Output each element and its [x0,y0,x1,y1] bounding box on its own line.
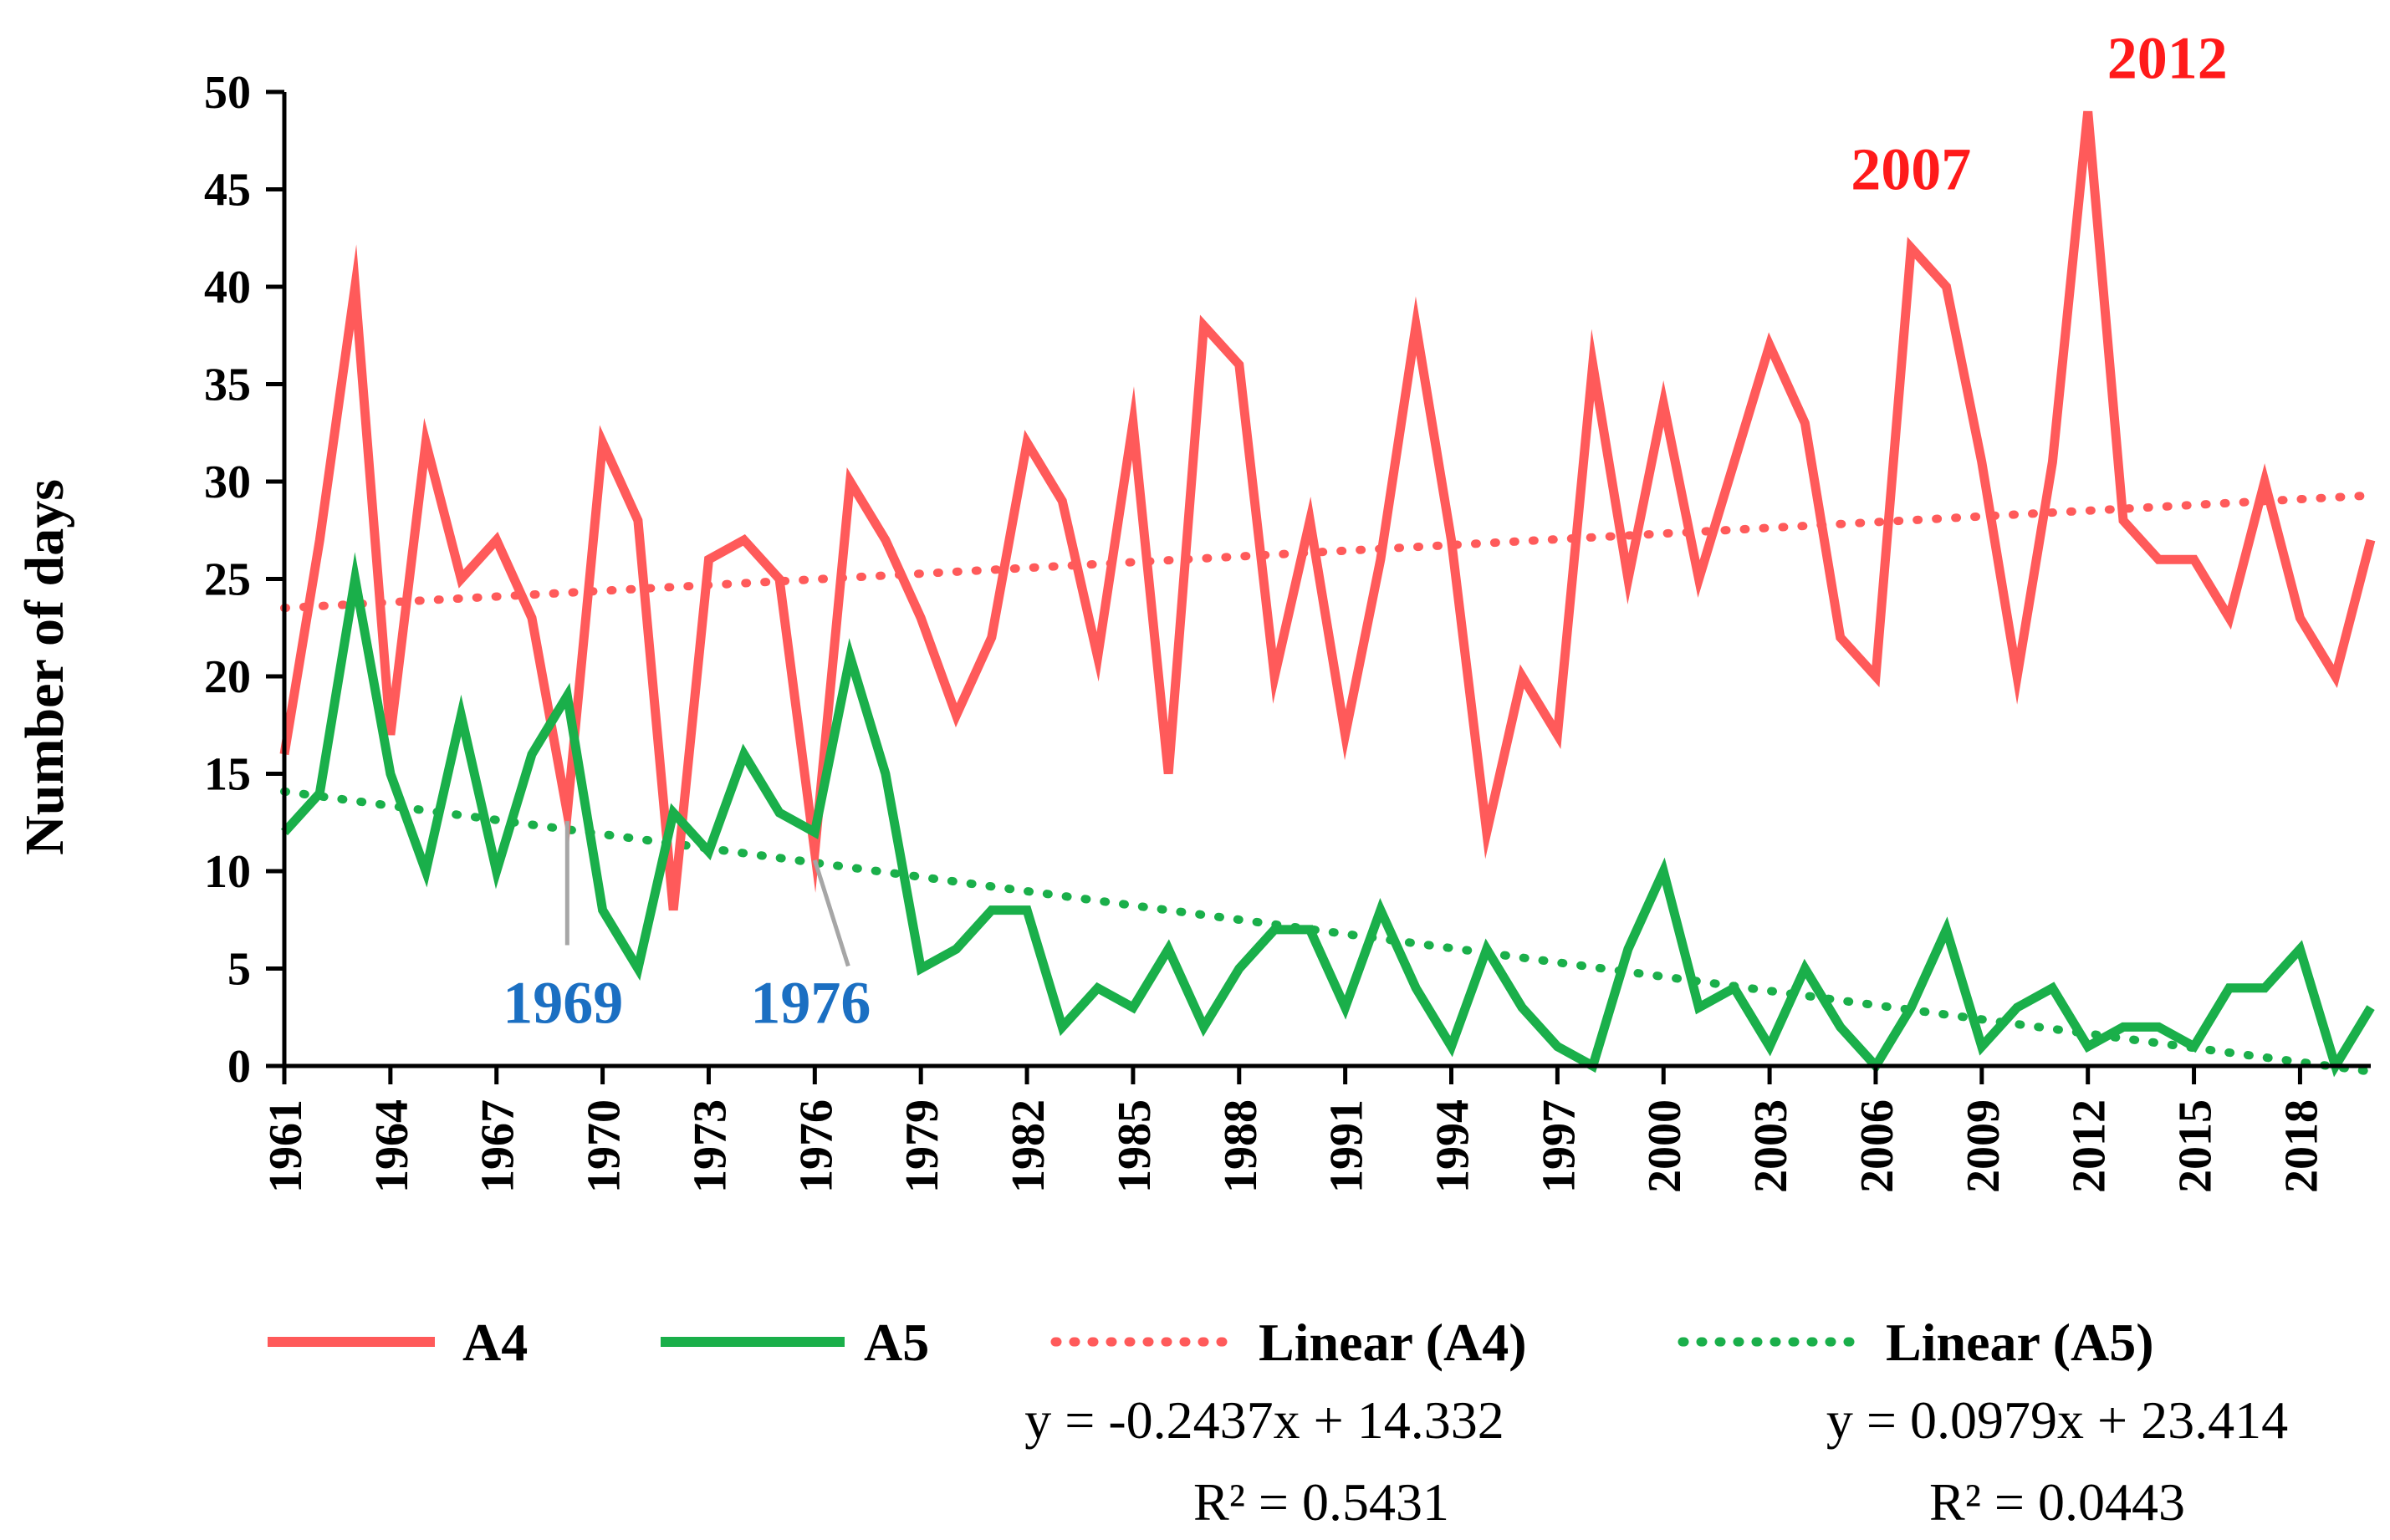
x-tick-label: 2000 [1639,1099,1691,1193]
y-tick-label: 0 [227,1041,251,1093]
series-line-a4 [279,110,2376,911]
x-tick-label: 2003 [1745,1099,1797,1193]
legend-a4-label: A4 [462,1313,528,1372]
x-tick-label: 1985 [1109,1099,1161,1193]
y-axis: 0 5 10 15 20 25 30 35 40 45 50 [204,67,284,1093]
trendline-a4 [280,491,2375,613]
x-tick-label: 2006 [1851,1099,1903,1193]
y-tick-label: 35 [204,360,251,411]
legend-linear-a4-label: Linear (A4) [1259,1313,1527,1372]
r2-left: R² = 0.5431 [1193,1472,1449,1532]
y-tick-label: 45 [204,165,251,217]
x-tick-label: 1988 [1215,1099,1267,1193]
r2-right: R² = 0.0443 [1929,1472,2185,1532]
y-tick-label: 25 [204,554,251,606]
x-tick-label: 1979 [896,1099,948,1193]
annotation-leader-1976 [812,859,850,967]
y-tick-label: 30 [204,456,251,508]
y-tick-label: 15 [204,749,251,801]
y-tick-label: 50 [204,67,251,119]
equation-left: y = -0.2437x + 14.332 [1024,1390,1504,1450]
x-tick-label: 1967 [472,1099,524,1193]
y-tick-label: 20 [204,651,251,703]
annotation-label-1976: 1976 [750,970,871,1037]
series-layer [279,110,2376,1078]
annotation-label-2012: 2012 [2107,24,2228,91]
trendline-a5 [280,787,2375,1076]
x-tick-label: 1961 [260,1099,312,1193]
x-tick-label: 1982 [1003,1099,1055,1193]
x-tick-label: 1964 [366,1099,418,1193]
trendline-layer [280,491,2375,1076]
legend-a5-label: A5 [864,1313,929,1372]
x-tick-label: 1997 [1533,1099,1585,1193]
x-axis: 1961 1964 1967 1970 1973 1976 1979 1982 1985 1988… [260,1066,2327,1193]
x-tick-label: 1976 [790,1099,842,1193]
x-tick-label: 1994 [1427,1099,1479,1193]
legend: A4 A5 Linear (A4) Linear (A5) y = -0.243… [268,1313,2288,1532]
x-tick-label: 1973 [684,1099,736,1193]
y-tick-label: 5 [227,944,251,996]
legend-linear-a5-label: Linear (A5) [1886,1313,2154,1372]
x-tick-label: 2009 [1958,1099,2010,1193]
x-tick-label: 2018 [2275,1099,2327,1193]
y-axis-title: Number of days [14,479,75,855]
annotation-layer: 2007 2012 1969 1976 [503,24,2227,1036]
series-line-a5 [280,552,2375,1078]
equation-right: y = 0.0979x + 23.414 [1826,1390,2288,1450]
annotation-label-2007: 2007 [1851,135,1971,202]
x-tick-label: 1991 [1321,1099,1373,1193]
x-tick-label: 2015 [2170,1099,2222,1193]
y-tick-label: 40 [204,262,251,314]
annotation-label-1969: 1969 [503,970,623,1037]
y-tick-label: 10 [204,846,251,898]
x-tick-label: 1970 [579,1099,631,1193]
x-tick-label: 2012 [2064,1099,2116,1193]
